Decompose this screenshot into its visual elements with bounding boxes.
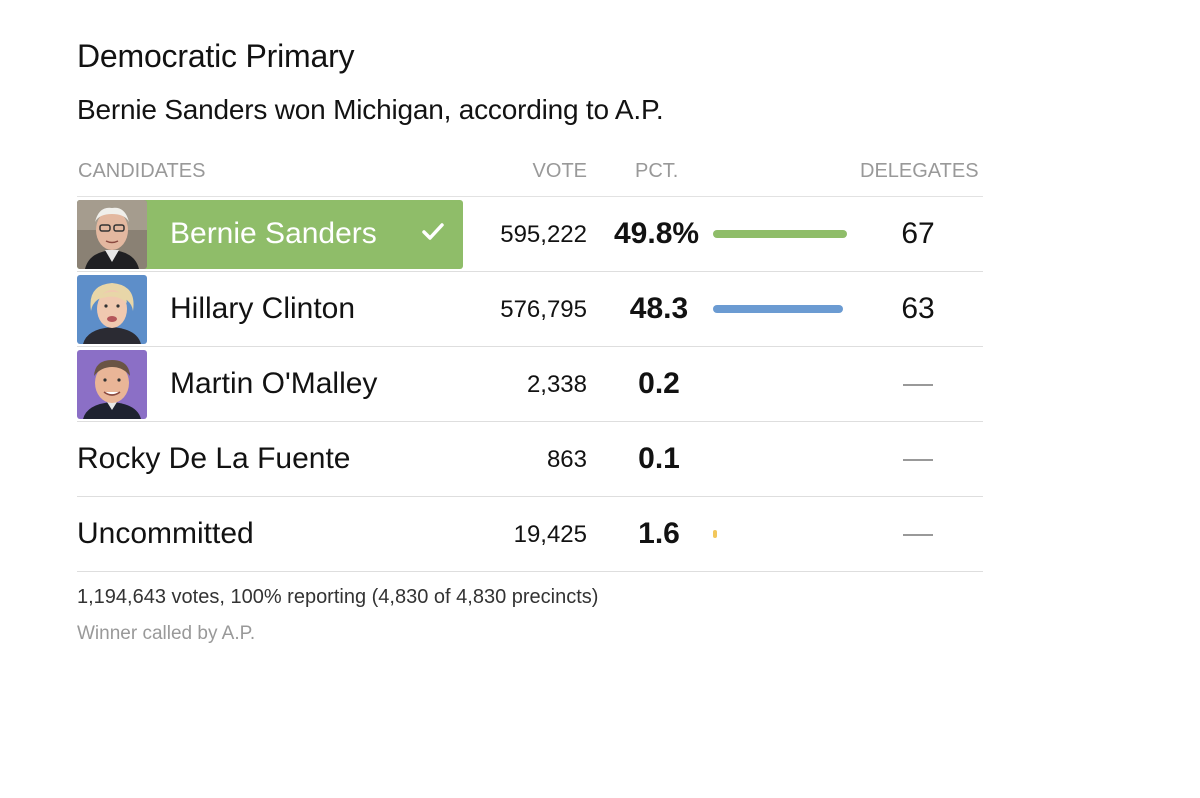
header-vote: VOTE <box>532 160 587 182</box>
percent-bar <box>713 230 847 238</box>
candidate-name: Bernie Sanders <box>170 217 377 250</box>
table-row[interactable]: Uncommitted 19,425 1.6 <box>77 497 983 572</box>
vote-count: 19,425 <box>513 521 587 548</box>
candidate-photo-sanders <box>77 200 147 269</box>
vote-percent: 1.6 <box>638 517 680 550</box>
table-row[interactable]: Bernie Sanders 595,222 49.8% 67 <box>77 197 983 272</box>
table-row[interactable]: Hillary Clinton 576,795 48.3 63 <box>77 272 983 347</box>
reporting-summary: 1,194,643 votes, 100% reporting (4,830 o… <box>77 586 599 608</box>
candidate-photo-omalley <box>77 350 147 419</box>
page-subtitle: Bernie Sanders won Michigan, according t… <box>77 94 664 125</box>
delegate-count: 63 <box>901 292 935 325</box>
page-title: Democratic Primary <box>77 38 355 74</box>
percent-bar <box>713 530 717 538</box>
vote-percent: 48.3 <box>629 292 689 325</box>
vote-percent: 49.8% <box>614 217 700 250</box>
no-delegates-dash <box>903 384 933 386</box>
header-delegates: DELEGATES <box>860 160 979 182</box>
vote-count: 576,795 <box>500 296 587 323</box>
check-icon <box>422 223 444 240</box>
no-delegates-dash <box>903 459 933 461</box>
no-delegates-dash <box>903 534 933 536</box>
header-candidates: CANDIDATES <box>78 160 206 182</box>
table-row[interactable]: Martin O'Malley 2,338 0.2 <box>77 347 983 422</box>
vote-count: 2,338 <box>526 371 587 398</box>
results-table: CANDIDATES VOTE PCT. DELEGATES Bernie Sa… <box>77 150 983 572</box>
winner-call-note: Winner called by A.P. <box>77 623 256 644</box>
candidate-photo-clinton <box>77 275 147 344</box>
vote-count: 863 <box>546 446 587 473</box>
percent-bar <box>713 305 843 313</box>
table-header: CANDIDATES VOTE PCT. DELEGATES <box>77 150 983 197</box>
delegate-count: 67 <box>901 217 935 250</box>
vote-count: 595,222 <box>500 221 587 248</box>
vote-percent: 0.1 <box>638 442 680 475</box>
table-row[interactable]: Rocky De La Fuente 863 0.1 <box>77 422 983 497</box>
vote-percent: 0.2 <box>638 367 680 400</box>
candidate-name: Uncommitted <box>77 517 254 550</box>
candidate-name: Martin O'Malley <box>170 367 378 400</box>
candidate-name: Rocky De La Fuente <box>77 442 351 475</box>
header-pct: PCT. <box>635 160 679 182</box>
candidate-name: Hillary Clinton <box>170 292 356 325</box>
